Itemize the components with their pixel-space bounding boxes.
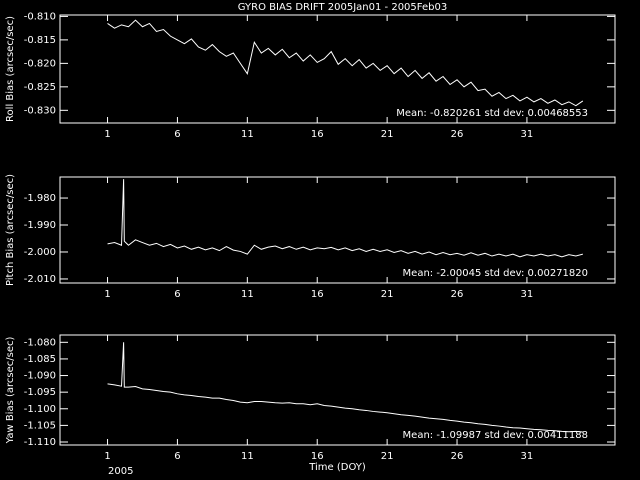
y-tick-label: -2.000 bbox=[24, 247, 56, 258]
y-tick-label: -0.810 bbox=[24, 11, 56, 22]
stats-annotation: Mean: -2.00045 std dev: 0.00271820 bbox=[403, 268, 588, 279]
y-tick-label: -1.095 bbox=[24, 387, 56, 398]
x-tick-label: 31 bbox=[521, 129, 534, 140]
chart-title: GYRO BIAS DRIFT 2005Jan01 - 2005Feb03 bbox=[238, 2, 447, 13]
y-axis-label: Yaw Bias (arcsec/sec) bbox=[5, 337, 16, 445]
x-tick-label: 6 bbox=[174, 289, 180, 300]
y-tick-label: -1.990 bbox=[24, 220, 56, 231]
stats-annotation: Mean: -1.09987 std dev: 0.00411188 bbox=[403, 430, 588, 441]
x-tick-label: 11 bbox=[241, 451, 254, 462]
y-tick-label: -1.980 bbox=[24, 193, 56, 204]
x-tick-label: 16 bbox=[311, 451, 324, 462]
x-tick-label: 21 bbox=[381, 289, 394, 300]
y-axis-label: Pitch Bias (arcsec/sec) bbox=[5, 174, 16, 286]
y-tick-label: -1.105 bbox=[24, 420, 56, 431]
x-tick-label: 11 bbox=[241, 289, 254, 300]
stats-annotation: Mean: -0.820261 std dev: 0.00468553 bbox=[396, 108, 588, 119]
y-tick-label: -0.830 bbox=[24, 105, 56, 116]
y-tick-label: -1.110 bbox=[24, 437, 56, 448]
x-tick-label: 21 bbox=[381, 129, 394, 140]
y-tick-label: -1.100 bbox=[24, 404, 56, 415]
x-axis-label: Time (DOY) bbox=[308, 462, 366, 473]
plot-frame bbox=[59, 334, 616, 446]
plot-frame bbox=[59, 14, 616, 124]
data-line bbox=[107, 179, 583, 258]
y-tick-label: -0.825 bbox=[24, 82, 56, 93]
x-tick-label: 31 bbox=[521, 289, 534, 300]
y-tick-label: -1.080 bbox=[24, 337, 56, 348]
x-tick-label: 16 bbox=[311, 289, 324, 300]
x-tick-label: 26 bbox=[451, 451, 464, 462]
y-tick-label: -1.090 bbox=[24, 371, 56, 382]
x-tick-label: 6 bbox=[174, 451, 180, 462]
y-tick-label: -0.820 bbox=[24, 58, 56, 69]
x-tick-label: 1 bbox=[104, 451, 110, 462]
x-tick-label: 31 bbox=[521, 451, 534, 462]
data-line bbox=[107, 342, 583, 433]
y-axis-label: Roll Bias (arcsec/sec) bbox=[5, 16, 16, 122]
y-tick-label: -1.085 bbox=[24, 354, 56, 365]
y-tick-label: -0.815 bbox=[24, 35, 56, 46]
x-tick-label: 6 bbox=[174, 129, 180, 140]
x-tick-label: 11 bbox=[241, 129, 254, 140]
x-tick-label: 21 bbox=[381, 451, 394, 462]
plot-frame bbox=[59, 176, 616, 284]
x-tick-label: 26 bbox=[451, 129, 464, 140]
x-tick-label: 1 bbox=[104, 289, 110, 300]
data-line bbox=[107, 19, 584, 107]
year-note: 2005 bbox=[108, 466, 133, 477]
x-tick-label: 16 bbox=[311, 129, 324, 140]
y-tick-label: -2.010 bbox=[24, 274, 56, 285]
x-tick-label: 1 bbox=[104, 129, 110, 140]
x-tick-label: 26 bbox=[451, 289, 464, 300]
